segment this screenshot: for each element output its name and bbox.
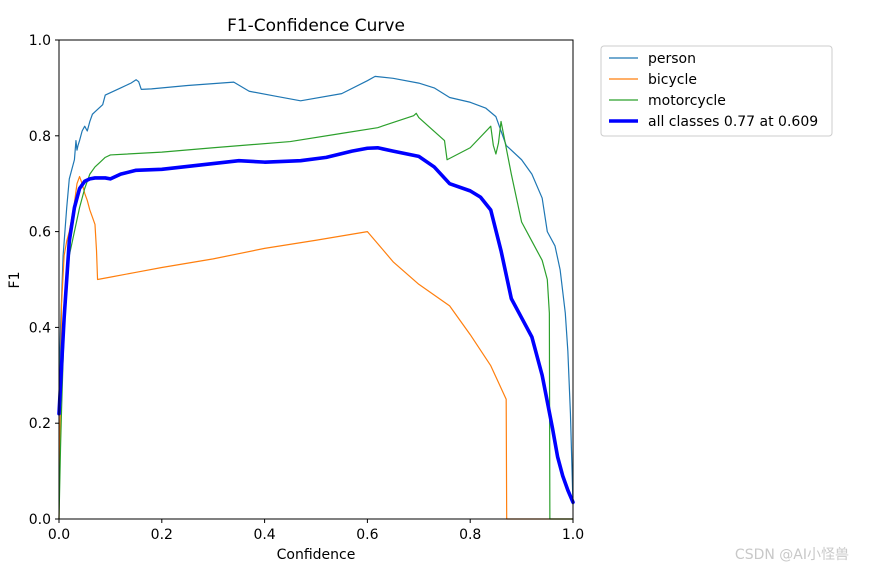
y-tick-label: 0.4	[29, 320, 51, 336]
x-tick-label: 0.4	[253, 527, 275, 543]
x-tick-label: 0.2	[151, 527, 173, 543]
x-axis-label: Confidence	[277, 547, 356, 563]
y-tick-label: 0.8	[29, 129, 51, 145]
legend-label-1: person	[648, 51, 696, 67]
series-line-3	[58, 112, 574, 520]
legend: person bicycle motorcycle all classes 0.77 …	[600, 45, 833, 137]
chart-title: F1-Confidence Curve	[227, 16, 405, 36]
watermark-text: CSDN @AI小怪兽	[734, 547, 849, 563]
legend-label-4: all classes 0.77 at 0.609	[648, 114, 818, 130]
x-tick-label: 0.6	[356, 527, 378, 543]
x-tick-label: 1.0	[562, 527, 584, 543]
series-line-4	[57, 145, 575, 505]
x-tick-label: 0.0	[48, 527, 70, 543]
y-axis-label: F1	[7, 272, 23, 289]
legend-frame	[600, 45, 833, 137]
y-tick-label: 1.0	[29, 33, 51, 49]
series-line-1	[58, 75, 574, 506]
y-tick-label: 0.0	[29, 512, 51, 528]
y-tick-label: 0.2	[29, 416, 51, 432]
y-axis-ticks: 0.0 0.2 0.4 0.6 0.8 1.0	[29, 33, 59, 528]
legend-label-3: motorcycle	[648, 93, 726, 109]
series-layer	[57, 75, 575, 520]
legend-label-2: bicycle	[648, 72, 697, 88]
x-axis-ticks: 0.0 0.2 0.4 0.6 0.8 1.0	[48, 519, 584, 543]
plot-frame	[58, 39, 574, 520]
y-tick-label: 0.6	[29, 225, 51, 241]
x-tick-label: 0.8	[459, 527, 481, 543]
